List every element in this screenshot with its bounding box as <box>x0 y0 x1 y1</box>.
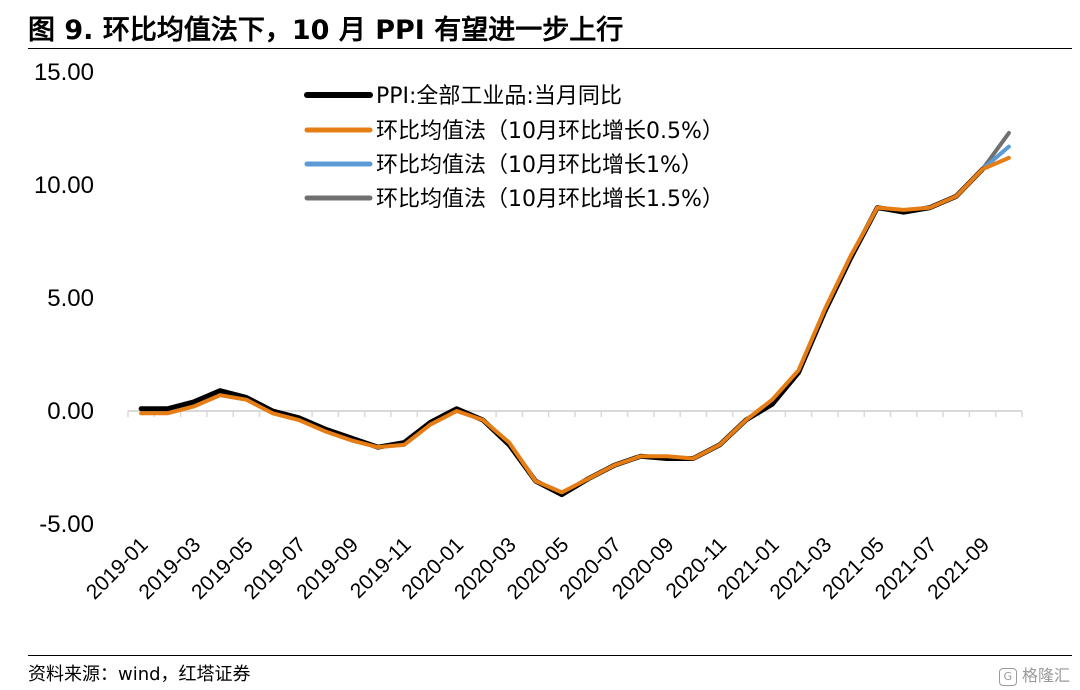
legend-label: PPI:全部工业品:当月同比 <box>376 84 622 109</box>
series-line-2 <box>139 155 1011 495</box>
title-divider <box>28 48 1072 49</box>
legend-label: 环比均值法（10月环比增长1.5%） <box>376 187 724 212</box>
chart-title: 图 9. 环比均值法下，10 月 PPI 有望进一步上行 <box>28 15 624 46</box>
series-line-1 <box>138 166 986 498</box>
x-axis: 2019-012019-032019-052019-072019-092019-… <box>82 410 1023 604</box>
y-axis: -5.00 0.00 5.00 10.00 15.00 <box>34 59 94 538</box>
legend-label: 环比均值法（10月环比增长0.5%） <box>376 119 724 144</box>
watermark: G 格隆汇 <box>998 662 1070 686</box>
y-tick-label: 0.00 <box>47 398 94 425</box>
footer-divider <box>28 655 1072 656</box>
source-note: 资料来源：wind，红塔证券 <box>28 664 251 685</box>
series-lines <box>138 131 1011 498</box>
legend-label: 环比均值法（10月环比增长1%） <box>376 153 703 178</box>
y-tick-label: 10.00 <box>34 172 94 199</box>
y-tick-label: 15.00 <box>34 59 94 86</box>
watermark-text: 格隆汇 <box>1021 666 1070 685</box>
watermark-logo-icon: G <box>998 667 1017 686</box>
y-tick-label: -5.00 <box>39 511 94 538</box>
y-tick-label: 5.00 <box>47 285 94 312</box>
line-chart: -5.00 0.00 5.00 10.00 15.00 2019-012019-0320… <box>34 59 1023 604</box>
